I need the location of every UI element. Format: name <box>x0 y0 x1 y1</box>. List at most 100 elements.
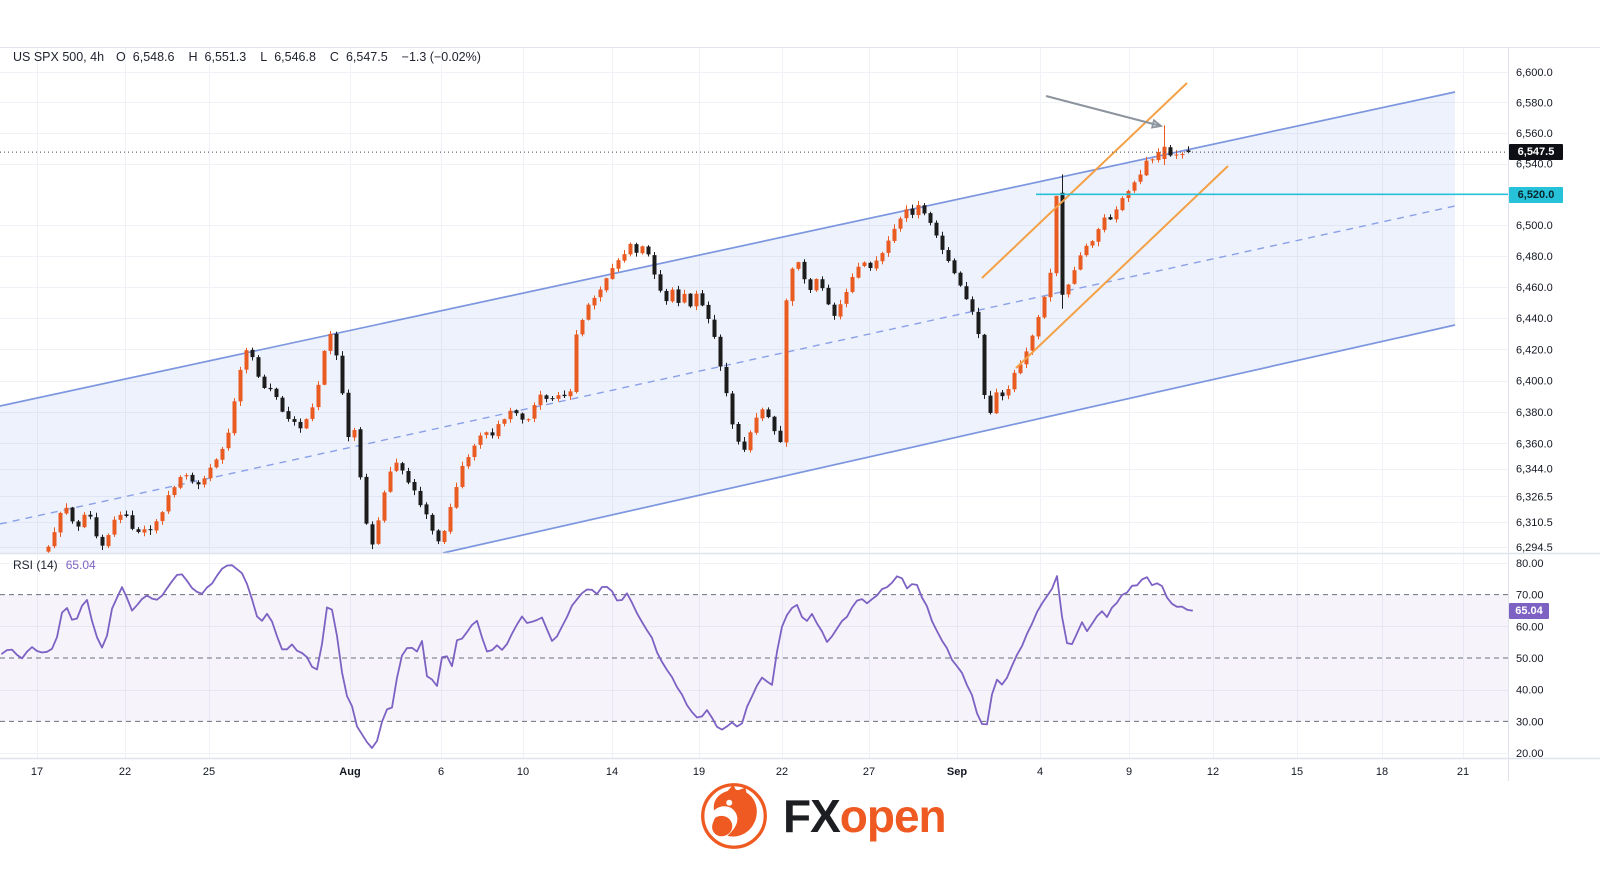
candle[interactable] <box>118 514 123 520</box>
candle[interactable] <box>598 289 603 298</box>
candle[interactable] <box>1174 154 1179 156</box>
candle[interactable] <box>736 424 741 442</box>
candle[interactable] <box>682 293 687 303</box>
candle[interactable] <box>166 495 171 512</box>
candle[interactable] <box>1132 182 1137 191</box>
candle[interactable] <box>880 253 885 262</box>
candle[interactable] <box>82 514 87 528</box>
candle[interactable] <box>100 536 105 546</box>
candle[interactable] <box>484 432 489 435</box>
candle[interactable] <box>1120 198 1125 211</box>
symbol-legend[interactable]: US SPX 500, 4h O 6,548.6 H 6,551.3 L 6,546.8 C 6… <box>13 50 488 64</box>
candle[interactable] <box>58 512 63 533</box>
candle[interactable] <box>688 293 693 307</box>
candle[interactable] <box>994 392 999 414</box>
rsi-layer[interactable] <box>1 564 1193 749</box>
candle[interactable] <box>130 515 135 529</box>
candle[interactable] <box>862 262 867 267</box>
candle[interactable] <box>538 394 543 406</box>
trend-channel-midline[interactable] <box>0 205 1456 525</box>
candle[interactable] <box>280 397 285 412</box>
candle[interactable] <box>1090 241 1095 246</box>
candle[interactable] <box>988 395 993 413</box>
candle[interactable] <box>406 471 411 483</box>
candle[interactable] <box>436 530 441 542</box>
candle[interactable] <box>976 311 981 335</box>
candle[interactable] <box>124 514 129 516</box>
candle[interactable] <box>886 240 891 253</box>
candle[interactable] <box>556 395 561 399</box>
candle[interactable] <box>622 254 627 261</box>
candle[interactable] <box>232 401 237 434</box>
candle[interactable] <box>892 228 897 241</box>
candle[interactable] <box>400 463 405 471</box>
candle[interactable] <box>766 409 771 418</box>
candle[interactable] <box>286 411 291 419</box>
candle[interactable] <box>508 410 513 420</box>
candle[interactable] <box>550 398 555 400</box>
candle[interactable] <box>424 504 429 515</box>
candle[interactable] <box>1030 335 1035 351</box>
candle[interactable] <box>352 430 357 438</box>
candles-layer[interactable] <box>46 125 1191 556</box>
candle[interactable] <box>946 250 951 261</box>
candle[interactable] <box>778 430 783 443</box>
candle[interactable] <box>418 490 423 506</box>
rsi-legend[interactable]: RSI (14) 65.04 <box>13 558 96 572</box>
candle[interactable] <box>148 529 153 531</box>
annotation-arrow[interactable] <box>1045 95 1162 127</box>
candle[interactable] <box>826 287 831 305</box>
candle[interactable] <box>430 514 435 531</box>
candle[interactable] <box>694 293 699 307</box>
rsi-axis[interactable]: 80.00 70.00 60.00 50.00 40.00 30.00 20.00 <box>1516 558 1544 760</box>
candle[interactable] <box>238 369 243 402</box>
candle[interactable] <box>1108 217 1113 220</box>
candle[interactable] <box>466 457 471 467</box>
candle[interactable] <box>796 262 801 269</box>
candle[interactable] <box>592 297 597 306</box>
candle[interactable] <box>952 260 957 274</box>
candle[interactable] <box>250 349 255 358</box>
candle[interactable] <box>322 350 327 385</box>
candle[interactable] <box>364 476 369 524</box>
candle[interactable] <box>574 334 579 392</box>
candle[interactable] <box>586 304 591 320</box>
candle[interactable] <box>244 350 249 370</box>
candle[interactable] <box>898 218 903 229</box>
price-axis[interactable]: 6,600.0 6,580.0 6,560.0 6,540.0 6,500.0 6,480… <box>1516 67 1553 554</box>
candle[interactable] <box>190 474 195 482</box>
candle[interactable] <box>88 514 93 517</box>
candle[interactable] <box>382 492 387 521</box>
candle[interactable] <box>268 387 273 390</box>
candle[interactable] <box>982 334 987 396</box>
candle[interactable] <box>664 290 669 302</box>
candle[interactable] <box>676 289 681 303</box>
candle[interactable] <box>1138 174 1143 182</box>
candle[interactable] <box>718 336 723 367</box>
candle[interactable] <box>928 213 933 223</box>
candle[interactable] <box>568 391 573 397</box>
candle[interactable] <box>316 384 321 408</box>
candle[interactable] <box>496 424 501 437</box>
candle[interactable] <box>724 366 729 394</box>
candle[interactable] <box>106 535 111 547</box>
drawings-layer[interactable] <box>981 82 1229 369</box>
candle[interactable] <box>748 432 753 451</box>
candle[interactable] <box>490 432 495 436</box>
candle[interactable] <box>1060 192 1065 295</box>
candle[interactable] <box>46 546 51 552</box>
candle[interactable] <box>520 413 525 420</box>
candle[interactable] <box>940 235 945 250</box>
candle[interactable] <box>454 487 459 508</box>
candle[interactable] <box>502 419 507 424</box>
candle[interactable] <box>616 260 621 269</box>
candle[interactable] <box>1000 392 1005 397</box>
candle[interactable] <box>526 419 531 421</box>
time-axis[interactable]: 17 22 25 Aug 6 10 14 19 22 27 Sep 4 9 12 15 18 21 <box>31 766 1469 778</box>
candle[interactable] <box>634 244 639 253</box>
candle[interactable] <box>742 441 747 450</box>
trend-channel-upper-line[interactable] <box>0 91 1456 407</box>
candle[interactable] <box>916 205 921 216</box>
candle[interactable] <box>370 524 375 545</box>
candle[interactable] <box>856 266 861 278</box>
